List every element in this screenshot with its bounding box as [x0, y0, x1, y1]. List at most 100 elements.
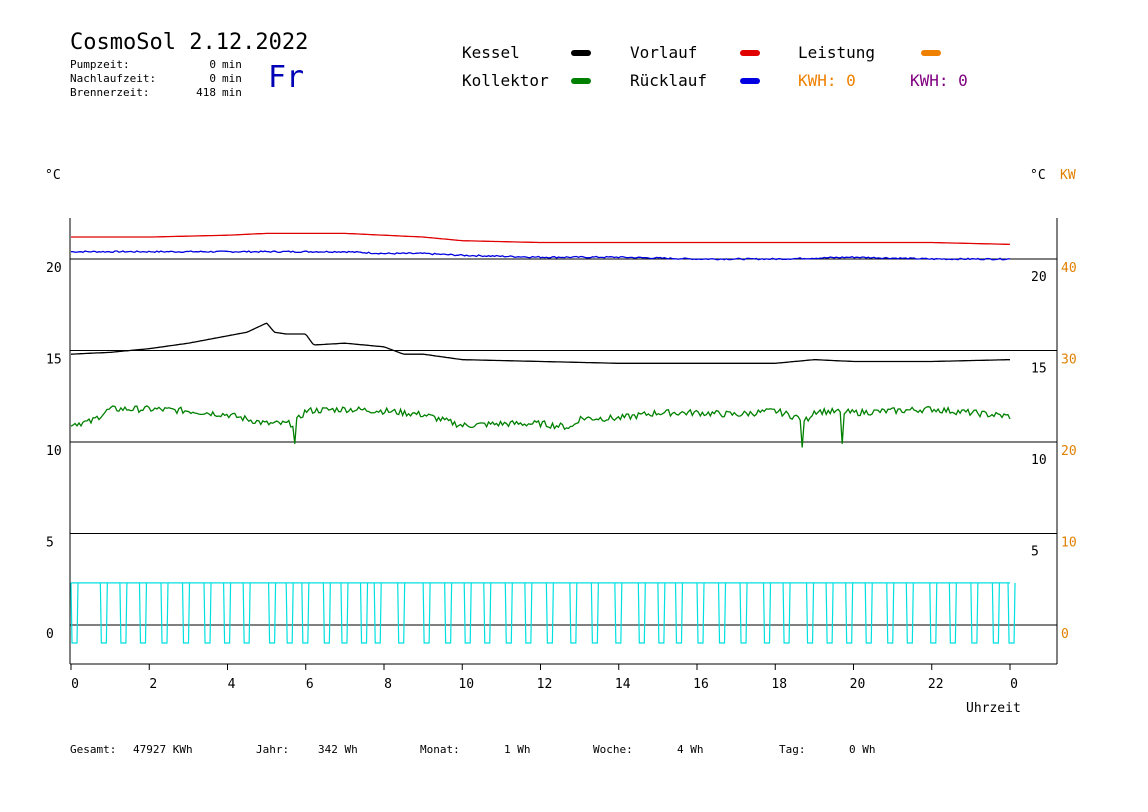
x-tick-label: 20	[850, 677, 866, 692]
x-tick-label: 0	[1010, 677, 1018, 692]
series-pulse-leistung	[242, 582, 251, 644]
series-pulse-leistung	[545, 582, 554, 644]
series-pulse-leistung	[322, 582, 331, 644]
left-axis-unit: °C	[45, 168, 61, 183]
x-tick-label: 8	[384, 677, 392, 692]
series-pulse-leistung	[805, 582, 815, 644]
series-pulse-leistung	[222, 582, 232, 644]
legend-ruecklauf-swatch	[740, 78, 760, 84]
legend-ruecklauf-label: Rücklauf	[630, 71, 708, 90]
series-pulse-leistung	[929, 582, 938, 644]
y-tick-label-right-c: 5	[1031, 545, 1039, 560]
y-tick-label-left: 15	[46, 353, 62, 368]
series-pulse-leistung	[70, 582, 79, 644]
series-pulse-leistung	[483, 582, 492, 644]
x-tick-label: 22	[928, 677, 944, 692]
y-tick-label-right-kw: 0	[1061, 627, 1069, 642]
y-tick-label-left: 0	[46, 627, 54, 642]
series-pulse-leistung	[948, 582, 957, 644]
series-line-rcklauf	[70, 250, 1011, 261]
series-pulse-leistung	[905, 582, 914, 644]
series-pulse-leistung	[422, 582, 431, 644]
series-line-kessel	[70, 322, 1010, 364]
series-pulse-leistung	[825, 582, 834, 644]
series-pulse-leistung	[119, 582, 128, 644]
info-label: Brennerzeit:	[70, 86, 150, 99]
series-pulse-leistung	[1007, 582, 1016, 644]
series-pulse-leistung	[397, 582, 406, 644]
y-tick-label-right-c: 20	[1031, 270, 1047, 285]
series-pulse-leistung	[637, 582, 646, 644]
footer-jahr-value: 342 Wh	[318, 743, 358, 756]
series-pulse-leistung	[524, 582, 533, 644]
info-value: 418	[196, 86, 216, 99]
footer-woche-value: 4 Wh	[677, 743, 704, 756]
x-tick-label: 10	[458, 677, 474, 692]
chart-title: CosmoSol 2.12.2022	[70, 30, 309, 55]
x-tick-label: 6	[306, 677, 314, 692]
series-pulse-leistung	[160, 582, 169, 644]
y-tick-label-right-kw: 20	[1061, 444, 1077, 459]
series-pulse-leistung	[614, 582, 623, 644]
legend-leistung-swatch	[921, 50, 941, 56]
series-pulse-leistung	[285, 582, 294, 644]
series-pulse-leistung	[674, 582, 684, 644]
footer-gesamt-label: Gesamt:	[70, 743, 117, 756]
x-tick-label: 16	[693, 677, 709, 692]
legend-kollektor-swatch	[571, 78, 591, 84]
footer-gesamt-value: 47927 KWh	[133, 743, 193, 756]
footer-jahr-label: Jahr:	[256, 743, 290, 756]
series-pulse-leistung	[569, 582, 578, 644]
legend-vorlauf-swatch	[740, 50, 760, 56]
series-pulse-leistung	[340, 582, 349, 644]
series-pulse-leistung	[444, 582, 453, 644]
footer-tag-label: Tag:	[779, 743, 806, 756]
series-pulse-leistung	[373, 582, 382, 644]
x-tick-label: 12	[537, 677, 553, 692]
series-pulse-leistung	[717, 582, 727, 644]
legend-kessel-label: Kessel	[462, 43, 520, 62]
footer-monat-label: Monat:	[420, 743, 460, 756]
legend-kessel-swatch	[571, 50, 591, 56]
x-tick-label: 14	[615, 677, 631, 692]
series-pulse-leistung	[991, 582, 1000, 644]
kwh-purple-label: KWH: 0	[910, 71, 968, 90]
series-pulse-leistung	[657, 582, 666, 644]
legend-vorlauf-label: Vorlauf	[630, 43, 698, 62]
series-pulse-leistung	[138, 582, 148, 644]
series-pulse-leistung	[203, 582, 212, 644]
series-pulse-leistung	[696, 582, 705, 644]
footer-tag-value: 0 Wh	[849, 743, 876, 756]
series-line-vorlauf	[71, 232, 1011, 246]
x-tick-label: 18	[771, 677, 787, 692]
y-tick-label-left: 20	[46, 261, 62, 276]
series-pulse-leistung	[301, 582, 310, 644]
right-axis-unit-c: °C	[1030, 168, 1046, 183]
footer-woche-label: Woche:	[593, 743, 633, 756]
series-pulse-leistung	[886, 582, 895, 644]
series-pulse-leistung	[267, 582, 277, 644]
series-pulse-leistung	[782, 582, 791, 644]
x-tick-label: 0	[71, 677, 79, 692]
series-pulse-leistung	[864, 582, 873, 644]
legend-kollektor-label: Kollektor	[462, 71, 549, 90]
series-pulse-leistung	[504, 582, 513, 644]
info-unit: min	[222, 72, 242, 85]
x-tick-label: 4	[228, 677, 236, 692]
brennerzeit-row: Brennerzeit: 418 min	[70, 86, 242, 99]
y-tick-label-right-kw: 30	[1061, 353, 1077, 368]
y-tick-label-left: 10	[46, 444, 62, 459]
y-tick-label-right-c: 15	[1031, 362, 1047, 377]
footer-monat-value: 1 Wh	[504, 743, 531, 756]
info-label: Nachlaufzeit:	[70, 72, 157, 85]
series-line-kollektor	[70, 405, 1011, 448]
info-value: 0	[209, 58, 216, 71]
y-tick-label-right-c: 10	[1031, 453, 1047, 468]
y-tick-label-left: 5	[46, 536, 54, 551]
y-tick-label-right-kw: 10	[1061, 536, 1077, 551]
kwh-orange-label: KWH: 0	[798, 71, 856, 90]
series-pulse-leistung	[739, 582, 748, 644]
weekday-label: Fr	[268, 60, 305, 95]
x-tick-label: 2	[149, 677, 157, 692]
